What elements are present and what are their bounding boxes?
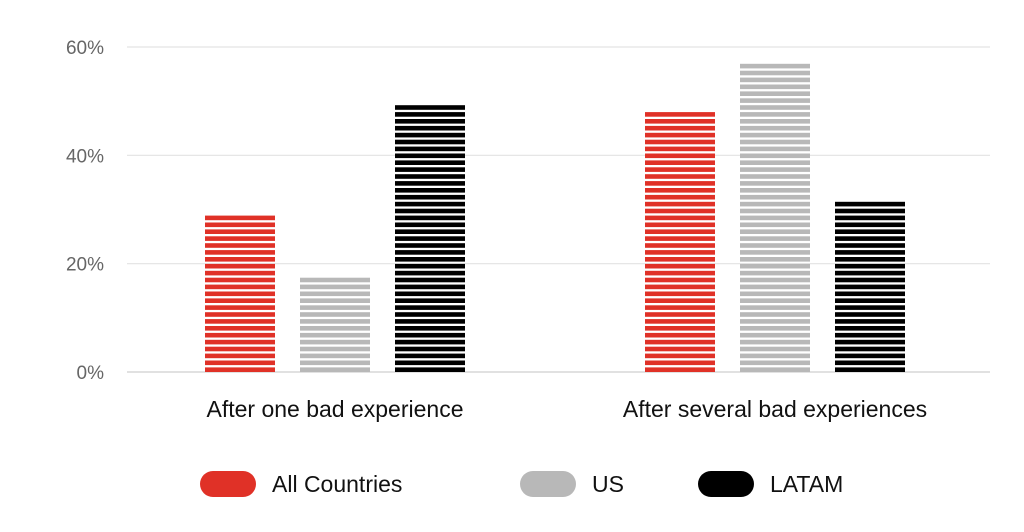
bars (205, 63, 905, 372)
x-category-label: After several bad experiences (623, 396, 927, 422)
legend-swatch (200, 471, 256, 497)
bar (395, 105, 465, 372)
bar (645, 112, 715, 372)
y-tick-label: 40% (66, 146, 104, 167)
bar (740, 63, 810, 372)
legend-swatch (520, 471, 576, 497)
legend-label: LATAM (770, 471, 843, 497)
y-tick-label: 0% (77, 363, 105, 384)
legend-item: All Countries (200, 471, 402, 497)
legend-label: US (592, 471, 624, 497)
y-tick-label: 60% (66, 38, 104, 59)
x-axis-categories: After one bad experience After several ba… (206, 396, 927, 422)
y-axis-ticks: 0% 20% 40% 60% (66, 38, 104, 384)
legend-swatch (698, 471, 754, 497)
legend-item: LATAM (698, 471, 843, 497)
x-category-label: After one bad experience (206, 396, 463, 422)
y-tick-label: 20% (66, 255, 104, 276)
bar (300, 277, 370, 372)
bar (205, 215, 275, 372)
legend: All Countries US LATAM (200, 471, 843, 497)
legend-item: US (520, 471, 624, 497)
legend-label: All Countries (272, 471, 402, 497)
bar (835, 201, 905, 372)
